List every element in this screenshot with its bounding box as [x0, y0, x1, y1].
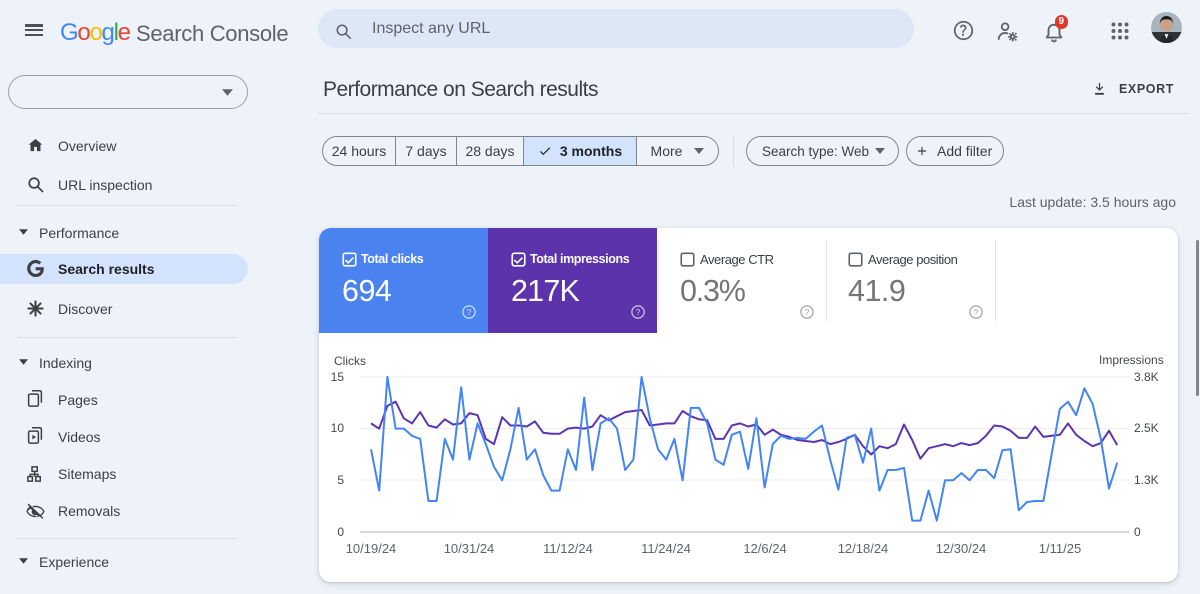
- svg-text:?: ?: [467, 308, 472, 317]
- svg-text:?: ?: [636, 308, 641, 317]
- svg-text:?: ?: [974, 308, 979, 317]
- svg-text:?: ?: [805, 308, 810, 317]
